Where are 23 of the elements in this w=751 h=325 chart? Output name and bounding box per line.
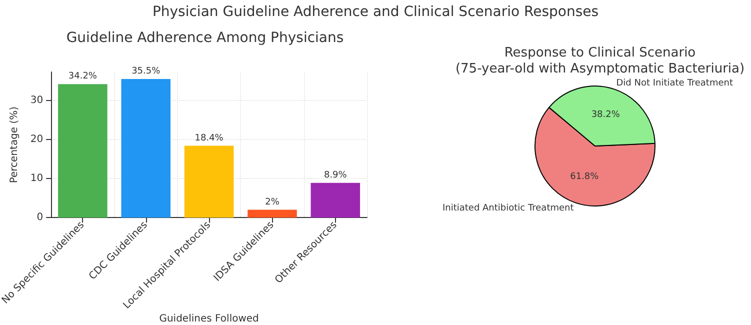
data-label: 2% [265,197,280,208]
y-tick-label: 10 [30,173,44,184]
bar [58,84,108,218]
y-tick-label: 0 [36,212,44,224]
y-tick-label: 20 [30,134,44,146]
x-axis-title: Guidelines Followed [159,314,259,324]
data-label: 38.2% [591,110,620,120]
y-tick-label: 30 [30,94,44,106]
data-label: 35.5% [132,66,161,77]
y-axis-title: Percentage (%) [8,106,20,184]
data-label: 34.2% [68,72,98,82]
chart-title: Response to Clinical Scenario (75-year-old with Asymptomatic Bacteriuria) [455,46,745,76]
text: Physician Guideline Adherence and Clinical Scenario Responses [151,4,600,20]
data-label: 61.8% [570,172,600,182]
data-label: 18.4% [194,133,224,144]
bar [248,210,297,218]
bar [121,79,171,218]
slice-label: Did Not Initiate Treatment [616,78,734,89]
bar [310,182,360,218]
chart-title: Guideline Adherence Among Physicians [66,30,344,46]
slice-label: Initiated Antibiotic Treatment [442,203,574,214]
data-label: 8.9% [324,170,348,180]
bar [184,146,234,218]
